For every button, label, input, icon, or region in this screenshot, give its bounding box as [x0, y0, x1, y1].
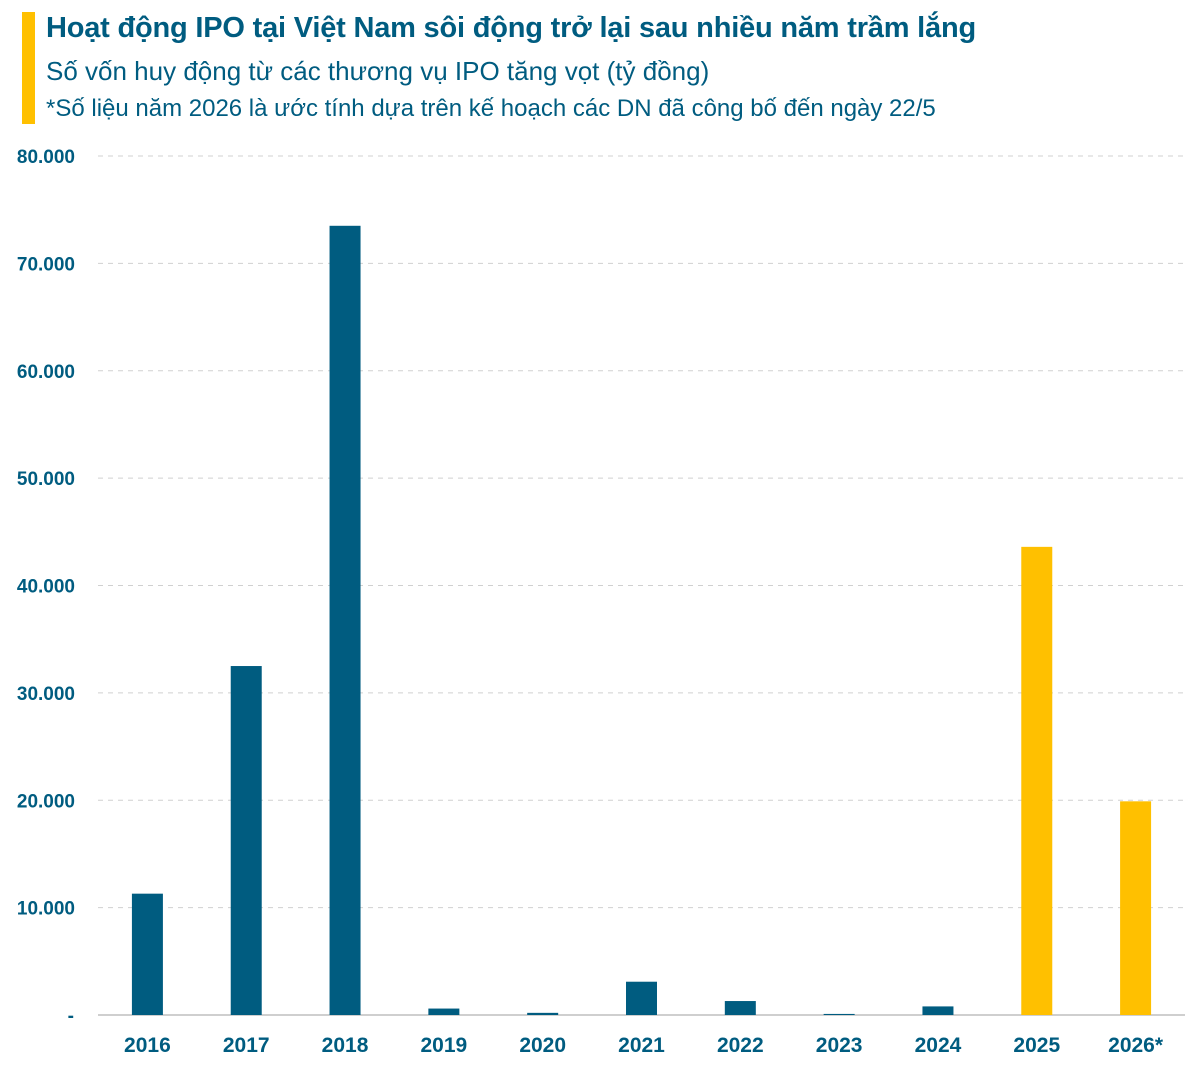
bar-2024	[922, 1006, 954, 1015]
y-tick-label: 80.000	[17, 147, 75, 168]
bar-2025	[1021, 546, 1053, 1015]
y-axis: - 10.000 20.000 30.000 40.000 50.000 60.000 70.…	[17, 147, 75, 1027]
bar-2021	[626, 981, 657, 1015]
x-tick-label: 2025	[1013, 1034, 1060, 1057]
y-tick-label: 60.000	[17, 362, 75, 383]
x-tick-label: 2018	[322, 1034, 369, 1057]
bar-2020	[527, 1012, 559, 1015]
bar-2026-estimate	[1120, 801, 1152, 1015]
x-tick-label: 2016	[124, 1034, 171, 1057]
bar-2023	[823, 1013, 855, 1015]
title-accent-bar	[22, 12, 35, 124]
chart-title: Hoạt động IPO tại Việt Nam sôi động trở …	[46, 12, 976, 44]
bar-2018	[329, 225, 361, 1015]
y-tick-label: 70.000	[17, 254, 75, 275]
x-tick-label: 2023	[816, 1034, 863, 1057]
y-tick-label: 20.000	[17, 791, 75, 812]
bar-2017	[230, 666, 262, 1015]
y-tick-label: 10.000	[17, 899, 75, 920]
y-tick-label: 30.000	[17, 684, 75, 705]
y-tick-label: 40.000	[17, 577, 75, 598]
bar-2022	[724, 1001, 756, 1015]
bars	[131, 225, 1152, 1015]
x-tick-label: 2021	[618, 1034, 665, 1057]
chart-footnote: *Số liệu năm 2026 là ước tính dựa trên k…	[46, 95, 936, 122]
x-tick-label: 2019	[421, 1034, 468, 1057]
x-axis: 2016 2017 2018 2019 2020 2021 2022 2023 2024 2025…	[124, 1034, 1164, 1057]
x-tick-label: 2026*	[1108, 1034, 1164, 1057]
chart-subtitle: Số vốn huy động từ các thương vụ IPO tăn…	[46, 56, 710, 86]
y-tick-label: 50.000	[17, 469, 75, 490]
x-tick-label: 2024	[915, 1034, 962, 1057]
y-tick-label: -	[68, 1006, 74, 1027]
x-tick-label: 2017	[223, 1034, 270, 1057]
x-tick-label: 2020	[519, 1034, 566, 1057]
x-tick-label: 2022	[717, 1034, 764, 1057]
bar-2016	[131, 893, 163, 1015]
bar-2019	[428, 1008, 460, 1015]
